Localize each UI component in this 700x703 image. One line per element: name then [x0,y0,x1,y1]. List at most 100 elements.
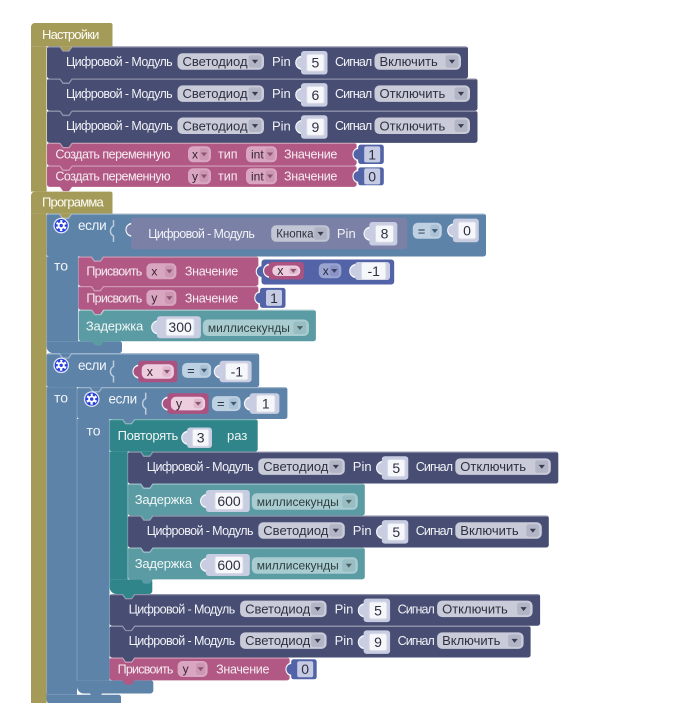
svg-text:то: то [54,390,68,406]
svg-text:Создать переменную: Создать переменную [55,148,170,162]
svg-text:Присвоить: Присвоить [118,662,173,676]
svg-text:x: x [151,264,157,278]
svg-text:Сигнал: Сигнал [416,524,453,538]
svg-text:Создать переменную: Создать переменную [55,170,170,184]
svg-text:=: = [187,363,195,378]
svg-text:Светодиод: Светодиод [263,459,328,474]
svg-text:Задержка: Задержка [135,492,193,507]
svg-text:Цифровой - Модуль: Цифровой - Модуль [129,634,235,648]
svg-text:0: 0 [463,222,471,238]
svg-text:Кнопка: Кнопка [276,229,314,241]
svg-text:6: 6 [312,87,320,103]
svg-text:=: = [217,396,225,411]
svg-text:Pin: Pin [272,118,291,133]
svg-text:Значение: Значение [284,170,337,184]
svg-text:Цифровой - Модуль: Цифровой - Модуль [147,460,253,474]
svg-text:раз: раз [227,428,247,443]
svg-text:Светодиод: Светодиод [245,601,310,616]
svg-text:8: 8 [381,226,389,242]
svg-text:Светодиод: Светодиод [183,54,248,69]
svg-text:то: то [54,258,68,274]
svg-text:y: y [192,169,198,183]
svg-text:если: если [78,218,106,233]
svg-text:тип: тип [218,148,237,162]
svg-text:x: x [192,147,198,161]
svg-text:Светодиод: Светодиод [263,523,328,538]
svg-text:если: если [78,358,106,373]
svg-text:миллисекунды: миллисекунды [208,321,290,335]
svg-text:Задержка: Задержка [135,556,193,571]
svg-text:Pin: Pin [272,86,291,101]
svg-text:5: 5 [374,602,382,618]
svg-text:y: y [151,291,157,305]
svg-text:1: 1 [368,146,376,162]
svg-text:Повторять: Повторять [118,428,179,443]
svg-text:Сигнал: Сигнал [398,634,435,648]
svg-text:Отключить: Отключить [380,118,446,133]
svg-text:Светодиод: Светодиод [245,633,310,648]
svg-text:x: x [277,264,284,278]
svg-text:Цифровой - Модуль: Цифровой - Модуль [148,227,254,241]
svg-text:int: int [251,147,264,161]
svg-text:если: если [109,392,137,407]
svg-text:5: 5 [392,460,400,476]
svg-text:Настройки: Настройки [42,27,99,42]
svg-text:Светодиод: Светодиод [183,86,248,101]
svg-text:Светодиод: Светодиод [183,118,248,133]
svg-text:Pin: Pin [337,226,356,241]
svg-text:x: x [323,264,329,278]
svg-text:Программа: Программа [42,195,104,210]
svg-text:Сигнал: Сигнал [335,119,372,133]
svg-text:тип: тип [218,170,237,184]
svg-text:9: 9 [312,119,320,135]
svg-text:0: 0 [301,661,309,677]
svg-text:миллисекунды: миллисекунды [257,495,339,509]
svg-text:x: x [147,365,154,379]
svg-text:Pin: Pin [272,54,291,69]
svg-text:Сигнал: Сигнал [398,602,435,616]
svg-text:то: то [87,423,101,439]
svg-text:5: 5 [392,524,400,540]
svg-text:Цифровой - Модуль: Цифровой - Модуль [66,87,172,101]
svg-text:9: 9 [374,634,382,650]
svg-text:Сигнал: Сигнал [335,87,372,101]
svg-text:Сигнал: Сигнал [416,460,453,474]
svg-text:Pin: Pin [353,459,372,474]
svg-text:Задержка: Задержка [86,318,144,333]
svg-text:Присвоить: Присвоить [86,265,141,279]
svg-text:Отключить: Отключить [460,459,526,474]
svg-text:Цифровой - Модуль: Цифровой - Модуль [66,55,172,69]
svg-text:Включить: Включить [442,633,501,648]
svg-text:5: 5 [312,55,320,71]
svg-text:Pin: Pin [353,523,372,538]
svg-text:Цифровой - Модуль: Цифровой - Модуль [147,524,253,538]
svg-text:Pin: Pin [335,633,354,648]
svg-text:600: 600 [217,493,241,509]
svg-text:1: 1 [270,290,278,306]
svg-text:Включить: Включить [380,54,439,69]
svg-text:3: 3 [197,430,205,446]
svg-text:0: 0 [368,168,376,184]
svg-text:1: 1 [262,396,270,412]
svg-text:Цифровой - Модуль: Цифровой - Модуль [66,119,172,133]
svg-text:300: 300 [168,319,192,335]
svg-text:Отключить: Отключить [380,86,446,101]
svg-text:y: y [183,662,189,676]
svg-text:-1: -1 [367,263,380,279]
svg-text:y: y [176,397,183,411]
svg-text:Pin: Pin [335,601,354,616]
svg-text:600: 600 [217,557,241,573]
svg-text:Отключить: Отключить [442,601,508,616]
svg-text:миллисекунды: миллисекунды [257,559,339,573]
svg-text:Значение: Значение [284,148,337,162]
svg-text:Включить: Включить [460,523,519,538]
svg-text:-1: -1 [231,363,244,379]
svg-text:Значение: Значение [185,265,238,279]
svg-text:Сигнал: Сигнал [335,55,372,69]
svg-text:=: = [418,223,426,238]
svg-text:Значение: Значение [185,291,238,305]
svg-text:int: int [251,169,264,183]
svg-text:Присвоить: Присвоить [86,291,141,305]
svg-text:Значение: Значение [216,662,269,676]
svg-text:Цифровой - Модуль: Цифровой - Модуль [129,602,235,616]
